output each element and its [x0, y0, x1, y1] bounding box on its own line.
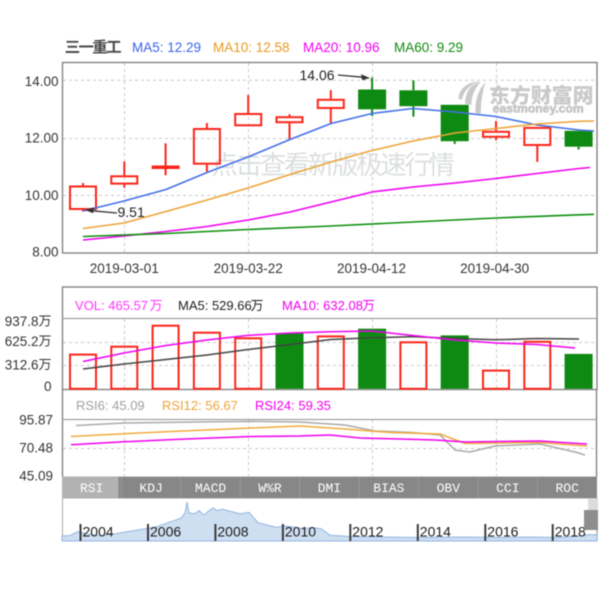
svg-text:RSI12: 56.67: RSI12: 56.67 [162, 398, 238, 413]
svg-text:14.00: 14.00 [25, 74, 59, 89]
svg-text:MA10: 12.58: MA10: 12.58 [213, 40, 290, 55]
svg-text:2006: 2006 [150, 524, 181, 540]
svg-text:DMI: DMI [318, 481, 341, 496]
svg-text:14.06: 14.06 [300, 67, 335, 83]
svg-text:2018: 2018 [555, 524, 586, 540]
svg-text:45.09: 45.09 [19, 469, 53, 484]
svg-text:12.00: 12.00 [25, 131, 59, 146]
svg-text:VOL: 465.57: VOL: 465.57 [75, 298, 148, 313]
svg-text:W%R: W%R [258, 481, 282, 496]
svg-text:2019-04-30: 2019-04-30 [460, 261, 529, 276]
svg-text:eastmoney.com: eastmoney.com [493, 102, 584, 116]
svg-text:2012: 2012 [352, 524, 383, 540]
svg-text:9.51: 9.51 [118, 204, 145, 220]
svg-text:RSI6: 45.09: RSI6: 45.09 [76, 398, 145, 413]
svg-text:2016: 2016 [487, 524, 518, 540]
svg-text:BIAS: BIAS [373, 481, 404, 496]
svg-text:RSI24: 59.35: RSI24: 59.35 [255, 398, 331, 413]
svg-text:MA10: 632.08: MA10: 632.08 [282, 298, 363, 313]
svg-text:95.87: 95.87 [19, 413, 53, 428]
svg-text:2019-03-01: 2019-03-01 [90, 261, 159, 276]
svg-text:0: 0 [44, 379, 52, 394]
svg-text:2010: 2010 [285, 524, 316, 540]
svg-text:OBV: OBV [437, 481, 461, 496]
svg-text:70.48: 70.48 [19, 441, 53, 456]
svg-text:CCI: CCI [496, 481, 519, 496]
svg-text:RSI: RSI [80, 481, 103, 496]
svg-text:MA60: 9.29: MA60: 9.29 [394, 40, 463, 55]
svg-text:MACD: MACD [195, 481, 226, 496]
svg-text:KDJ: KDJ [139, 481, 162, 496]
svg-text:2014: 2014 [420, 524, 451, 540]
svg-text:2004: 2004 [83, 524, 114, 540]
svg-text:312.6: 312.6 [5, 358, 39, 373]
svg-text:MA5: 12.29: MA5: 12.29 [132, 40, 201, 55]
svg-text:937.8: 937.8 [5, 314, 39, 329]
svg-text:MA5: 529.66: MA5: 529.66 [178, 298, 252, 313]
svg-text:2019-04-12: 2019-04-12 [337, 261, 406, 276]
svg-text:2008: 2008 [217, 524, 248, 540]
svg-text:10.00: 10.00 [25, 188, 59, 203]
svg-text:8.00: 8.00 [32, 245, 58, 260]
svg-text:625.2: 625.2 [5, 334, 39, 349]
svg-text:2019-03-22: 2019-03-22 [214, 261, 283, 276]
svg-text:ROC: ROC [555, 481, 579, 496]
svg-text:MA20: 10.96: MA20: 10.96 [303, 40, 380, 55]
